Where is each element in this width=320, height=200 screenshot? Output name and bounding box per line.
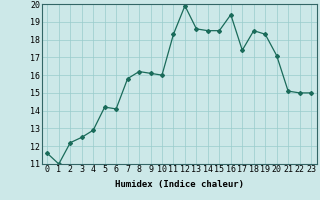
X-axis label: Humidex (Indice chaleur): Humidex (Indice chaleur) — [115, 180, 244, 189]
